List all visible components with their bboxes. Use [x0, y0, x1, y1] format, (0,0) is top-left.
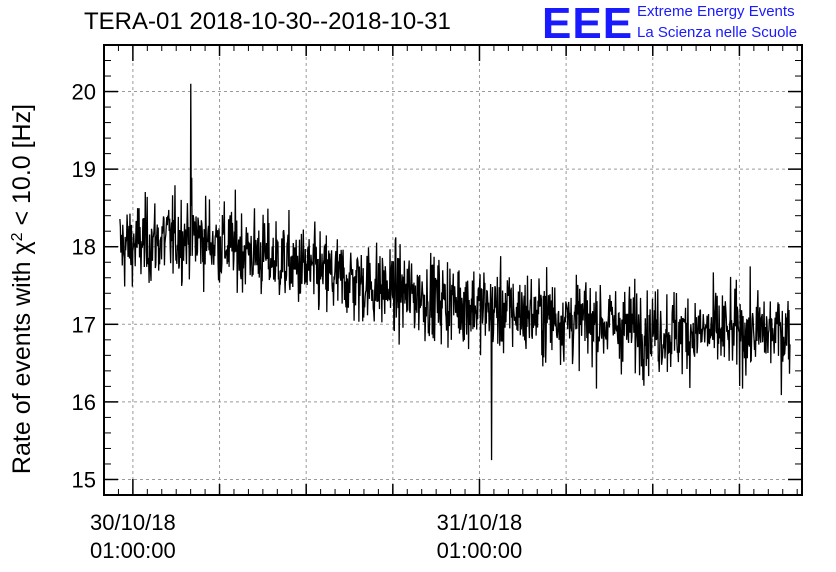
- x-tick-label-date: 30/10/18: [90, 510, 176, 535]
- y-tick-label: 18: [72, 235, 96, 260]
- eee-logo: EEE: [542, 0, 634, 48]
- y-tick-label: 20: [72, 80, 96, 105]
- logo-caption-line1: Extreme Energy Events: [637, 3, 795, 20]
- chart-title: TERA-01 2018-10-30--2018-10-31: [84, 8, 451, 35]
- axis-ticks: [103, 44, 802, 496]
- x-tick-labels: 30/10/18 01:00:00 31/10/18 01:00:00: [90, 510, 522, 563]
- rate-series-line: [119, 83, 791, 461]
- x-tick-label-time: 01:00:00: [437, 538, 523, 563]
- x-tick-label-time: 01:00:00: [90, 538, 176, 563]
- y-tick-label: 19: [72, 157, 96, 182]
- y-tick-label: 17: [72, 312, 96, 337]
- x-tick-label-date: 31/10/18: [437, 510, 523, 535]
- plot-frame: [103, 44, 803, 496]
- y-tick-label: 15: [72, 467, 96, 492]
- logo-caption-line2: La Scienza nelle Scuole: [637, 24, 798, 41]
- y-axis-label: Rate of events with χ2 < 10.0 [Hz]: [8, 104, 36, 474]
- y-tick-labels: 15 16 17 18 19 20: [72, 80, 96, 493]
- grid-lines: [104, 45, 802, 495]
- y-tick-label: 16: [72, 390, 96, 415]
